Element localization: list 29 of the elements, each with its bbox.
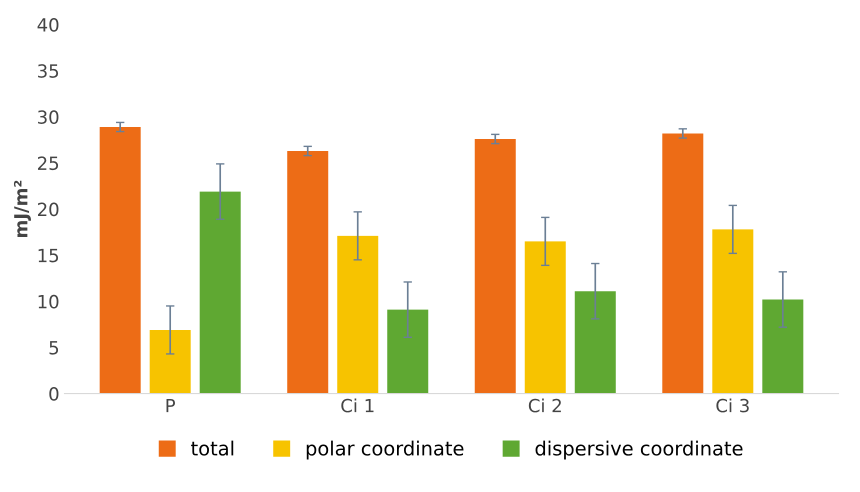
bar: [474, 138, 516, 394]
bar: [387, 310, 428, 394]
x-tick-label: Ci 3: [716, 398, 749, 412]
y-axis-title: mJ/m²: [14, 180, 31, 238]
y-tick-label: 35: [38, 64, 58, 78]
bar: [524, 241, 566, 394]
y-tick-label: 25: [38, 156, 58, 170]
bar: [337, 236, 378, 394]
bar: [150, 330, 191, 394]
x-tick-label: Ci 1: [341, 398, 374, 412]
legend-label: polar coordinate: [306, 440, 464, 460]
legend-label: total: [191, 440, 234, 456]
y-tick-label: 15: [38, 248, 58, 262]
y-tick-label: 20: [38, 202, 58, 216]
bar: [574, 291, 616, 394]
bar: [200, 192, 241, 394]
y-tick-label: 30: [38, 110, 58, 124]
x-tick-label: Ci 2: [528, 398, 561, 412]
bar: [762, 300, 804, 394]
legend-label: dispersive coordinate: [536, 440, 743, 460]
bar: [100, 127, 141, 394]
bar: [662, 133, 704, 394]
y-tick-label: 10: [38, 294, 58, 308]
x-tick-label: P: [166, 399, 176, 412]
bar: [712, 229, 754, 394]
y-tick-label: 0: [49, 387, 58, 401]
y-tick-label: 40: [38, 18, 58, 32]
bar: [287, 150, 328, 394]
y-tick-label: 5: [50, 341, 58, 355]
